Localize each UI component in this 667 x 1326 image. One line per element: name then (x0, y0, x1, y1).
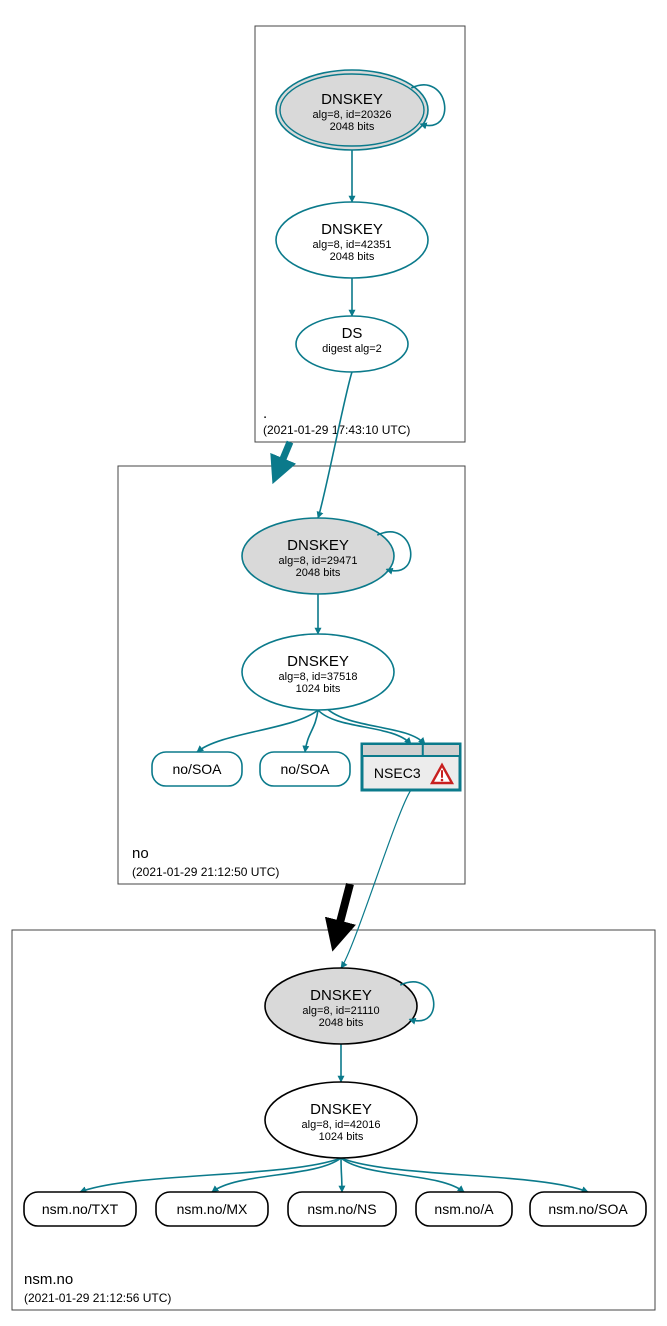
nsm-soa-title: nsm.no/SOA (548, 1201, 628, 1217)
no-ksk-sub2: 2048 bits (296, 567, 341, 579)
root-ksk-sub2: 2048 bits (330, 121, 375, 133)
no-ksk-sub1: alg=8, id=29471 (279, 555, 358, 567)
edge-no-zsk-no-soa-1 (197, 710, 318, 752)
nsm-ksk-sub1: alg=8, id=21110 (302, 1005, 379, 1017)
layer-nodes: DNSKEYalg=8, id=203262048 bitsDNSKEYalg=… (24, 70, 646, 1226)
nsm-ns-title: nsm.no/NS (307, 1201, 376, 1217)
zone-nsm-title: nsm.no (24, 1271, 73, 1288)
edge-no-zsk-no-nsec3-b (326, 708, 425, 744)
nsm-mx-title: nsm.no/MX (177, 1201, 248, 1217)
zone-no-title: no (132, 845, 149, 862)
zone-arrow-no-nsm (338, 884, 350, 930)
edge-nsm-zsk-nsm-soa (341, 1158, 588, 1192)
no-soa-1-title: no/SOA (172, 761, 222, 777)
nsm-zsk-sub2: 1024 bits (319, 1131, 364, 1143)
nsm-mx: nsm.no/MX (156, 1192, 268, 1226)
nsm-ksk-title: DNSKEY (310, 987, 372, 1004)
nsm-txt-title: nsm.no/TXT (42, 1201, 119, 1217)
zone-arrow-root-no (280, 442, 290, 466)
no-ksk: DNSKEYalg=8, id=294712048 bits (242, 518, 411, 594)
nsm-a: nsm.no/A (416, 1192, 512, 1226)
no-nsec3-title: NSEC3 (374, 765, 421, 781)
no-soa-1: no/SOA (152, 752, 242, 786)
nsm-ksk: DNSKEYalg=8, id=211102048 bits (265, 968, 434, 1044)
no-zsk-title: DNSKEY (287, 653, 349, 670)
nsm-zsk: DNSKEYalg=8, id=420161024 bits (265, 1082, 417, 1158)
nsm-zsk-sub1: alg=8, id=42016 (302, 1119, 381, 1131)
root-zsk-sub1: alg=8, id=42351 (313, 239, 392, 251)
root-zsk-sub2: 2048 bits (330, 251, 375, 263)
nsm-zsk-title: DNSKEY (310, 1101, 372, 1118)
no-ksk-title: DNSKEY (287, 537, 349, 554)
no-nsec3: NSEC3 (362, 744, 460, 790)
root-ksk: DNSKEYalg=8, id=203262048 bits (276, 70, 445, 150)
root-ds-title: DS (342, 325, 363, 342)
edge-no-zsk-no-nsec3 (318, 710, 411, 744)
nsm-soa: nsm.no/SOA (530, 1192, 646, 1226)
root-ksk-sub1: alg=8, id=20326 (313, 109, 392, 121)
edge-no-nsec3-nsm-ksk (341, 790, 411, 968)
edge-nsm-zsk-nsm-txt (80, 1158, 341, 1192)
root-ds: DSdigest alg=2 (296, 316, 408, 372)
no-zsk-sub1: alg=8, id=37518 (279, 671, 358, 683)
zone-no-time: (2021-01-29 21:12:50 UTC) (132, 865, 279, 879)
zone-root-title: . (263, 405, 267, 422)
root-ksk-title: DNSKEY (321, 91, 383, 108)
root-zsk-title: DNSKEY (321, 221, 383, 238)
dnssec-diagram: .(2021-01-29 17:43:10 UTC)no(2021-01-29 … (0, 0, 667, 1326)
no-soa-2-title: no/SOA (280, 761, 330, 777)
zone-nsm-time: (2021-01-29 21:12:56 UTC) (24, 1291, 171, 1305)
nsm-txt: nsm.no/TXT (24, 1192, 136, 1226)
edge-nsm-zsk-nsm-ns (341, 1158, 342, 1192)
no-zsk-sub2: 1024 bits (296, 683, 341, 695)
root-zsk: DNSKEYalg=8, id=423512048 bits (276, 202, 428, 278)
no-soa-2: no/SOA (260, 752, 350, 786)
nsm-a-title: nsm.no/A (434, 1201, 494, 1217)
nsm-ns: nsm.no/NS (288, 1192, 396, 1226)
edge-root-ds-no-ksk (318, 372, 352, 518)
nsm-ksk-sub2: 2048 bits (319, 1017, 364, 1029)
root-ds-sub1: digest alg=2 (322, 343, 382, 355)
no-zsk: DNSKEYalg=8, id=375181024 bits (242, 634, 394, 710)
